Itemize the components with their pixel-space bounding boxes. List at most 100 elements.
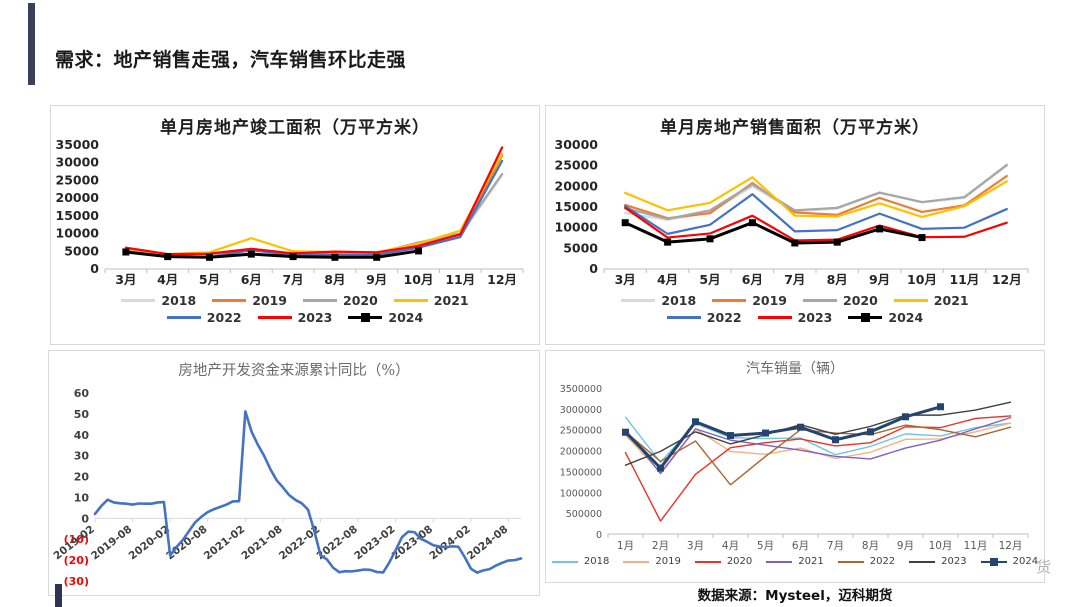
- legend-item-2023: 2023: [257, 310, 332, 325]
- legend-item-2020: 2020: [803, 293, 878, 308]
- svg-text:6月: 6月: [792, 540, 809, 552]
- legend-item-2021: 2021: [766, 556, 824, 567]
- svg-text:2022-02: 2022-02: [277, 523, 322, 562]
- svg-text:20: 20: [74, 471, 90, 484]
- svg-text:2024-08: 2024-08: [465, 523, 510, 562]
- legend-item-2019: 2019: [623, 556, 681, 567]
- svg-text:2024-02: 2024-02: [427, 523, 472, 562]
- legend-swatch: [712, 299, 747, 302]
- svg-text:5月: 5月: [757, 540, 774, 552]
- svg-text:0: 0: [90, 261, 99, 276]
- svg-text:7月: 7月: [784, 272, 805, 287]
- svg-text:2000000: 2000000: [560, 447, 602, 458]
- svg-text:10月: 10月: [929, 540, 953, 552]
- legend-swatch: [623, 560, 650, 563]
- svg-text:30: 30: [74, 450, 90, 463]
- svg-text:0: 0: [81, 512, 89, 525]
- svg-text:3000000: 3000000: [560, 405, 602, 416]
- chart-title: 房地产开发资金来源累计同比（%）: [178, 363, 410, 379]
- svg-text:3月: 3月: [615, 272, 636, 287]
- legend-swatch: [551, 560, 578, 563]
- svg-text:5月: 5月: [199, 272, 220, 287]
- svg-text:4月: 4月: [157, 272, 178, 287]
- svg-text:8月: 8月: [862, 540, 879, 552]
- svg-text:12月: 12月: [992, 272, 1022, 287]
- svg-text:9月: 9月: [897, 540, 914, 552]
- svg-text:5月: 5月: [699, 272, 720, 287]
- chart-panel-auto-sales: 汽车销量（辆） 0 500000 1000000 1500000 2000000 2500…: [545, 350, 1045, 583]
- svg-text:50: 50: [74, 408, 90, 421]
- svg-text:15000: 15000: [555, 199, 599, 214]
- svg-text:9月: 9月: [366, 272, 387, 287]
- legend-label: 2018: [161, 293, 197, 308]
- svg-text:20000: 20000: [555, 178, 599, 193]
- legend-label: 2021: [798, 556, 824, 567]
- legend-label: 2023: [797, 310, 833, 325]
- legend-label: 2019: [655, 556, 681, 567]
- svg-text:2023-02: 2023-02: [352, 523, 397, 562]
- legend-swatch: [303, 299, 337, 302]
- legend-label: 2024: [1012, 556, 1039, 567]
- legend-item-2018: 2018: [621, 293, 696, 308]
- legend-label: 2019: [752, 293, 787, 308]
- legend-item-2021: 2021: [893, 293, 969, 308]
- svg-text:(30): (30): [64, 575, 89, 588]
- legend-item-2024: 2024: [348, 310, 423, 325]
- svg-text:2020-02: 2020-02: [127, 523, 172, 562]
- auto-sales-chart: 0 500000 1000000 1500000 2000000 2500000 30000…: [560, 384, 1029, 552]
- svg-text:11月: 11月: [949, 272, 979, 287]
- legend-item-2020: 2020: [694, 556, 753, 567]
- svg-text:0: 0: [589, 261, 598, 276]
- svg-text:12月: 12月: [999, 540, 1023, 552]
- chart-panel-funding-yoy: 房地产开发资金来源累计同比（%） (30) (20) (10) 0 10 20 30 40 50…: [48, 350, 540, 596]
- legend-item-2022: 2022: [166, 310, 242, 325]
- legend-item-2024: 2024: [980, 556, 1039, 567]
- legend-swatch: [257, 316, 292, 319]
- legend-swatch: [621, 299, 656, 302]
- chart-title: 单月房地产销售面积（万平方米）: [660, 118, 930, 138]
- svg-text:500000: 500000: [566, 509, 602, 520]
- legend-swatch: [348, 313, 383, 322]
- footer-accent-bar: [55, 584, 62, 607]
- svg-text:25000: 25000: [56, 172, 100, 187]
- legend-item-2023: 2023: [909, 556, 967, 567]
- chart-legend: 2018 2019 2020 2021 2022 2023 2024: [546, 293, 1044, 325]
- legend-item-2018: 2018: [121, 293, 196, 308]
- legend-item-2024: 2024: [848, 310, 923, 325]
- legend-label: 2020: [726, 556, 753, 567]
- legend-item-2022: 2022: [837, 556, 895, 567]
- svg-text:60: 60: [74, 387, 90, 400]
- svg-text:2021-08: 2021-08: [239, 523, 284, 562]
- svg-text:15000: 15000: [56, 208, 100, 223]
- svg-text:5000: 5000: [563, 240, 598, 255]
- legend-swatch: [166, 316, 201, 319]
- svg-text:10000: 10000: [555, 220, 599, 235]
- chart-legend: 2018 2019 2020 2021 2022 2023 2024: [546, 556, 1044, 567]
- legend-label: 2020: [343, 293, 378, 308]
- svg-text:5000: 5000: [64, 243, 99, 258]
- svg-text:(20): (20): [64, 554, 89, 567]
- svg-text:6月: 6月: [241, 272, 262, 287]
- chart-legend: 2018 2019 2020 2021 2022 2023 2024: [51, 293, 539, 325]
- svg-text:10000: 10000: [56, 226, 100, 241]
- data-source-footer: 数据来源：Mysteel，迈科期货: [697, 588, 893, 604]
- title-accent-bar: [28, 3, 35, 85]
- svg-text:4月: 4月: [722, 540, 739, 552]
- svg-text:3月: 3月: [687, 540, 704, 552]
- watermark-text: 货: [1036, 558, 1052, 576]
- legend-label: 2019: [252, 293, 287, 308]
- legend-swatch: [666, 316, 701, 319]
- svg-text:11月: 11月: [445, 272, 475, 287]
- svg-text:40: 40: [74, 429, 90, 442]
- svg-text:9月: 9月: [869, 272, 890, 287]
- svg-text:35000: 35000: [56, 139, 100, 152]
- legend-swatch: [121, 299, 156, 302]
- legend-swatch: [837, 560, 864, 563]
- chart-panel-completion-area: 单月房地产竣工面积（万平方米） 0 5000 10000 15000 20000 2500…: [50, 105, 540, 345]
- svg-text:11月: 11月: [964, 540, 988, 552]
- legend-label: 2024: [388, 310, 424, 325]
- legend-swatch: [848, 313, 883, 322]
- legend-swatch: [803, 299, 837, 302]
- svg-text:2019-08: 2019-08: [89, 523, 134, 562]
- sales-area-chart: 0 5000 10000 15000 20000 25000 30000 3月 4月 5月 6月 7月…: [555, 139, 1029, 287]
